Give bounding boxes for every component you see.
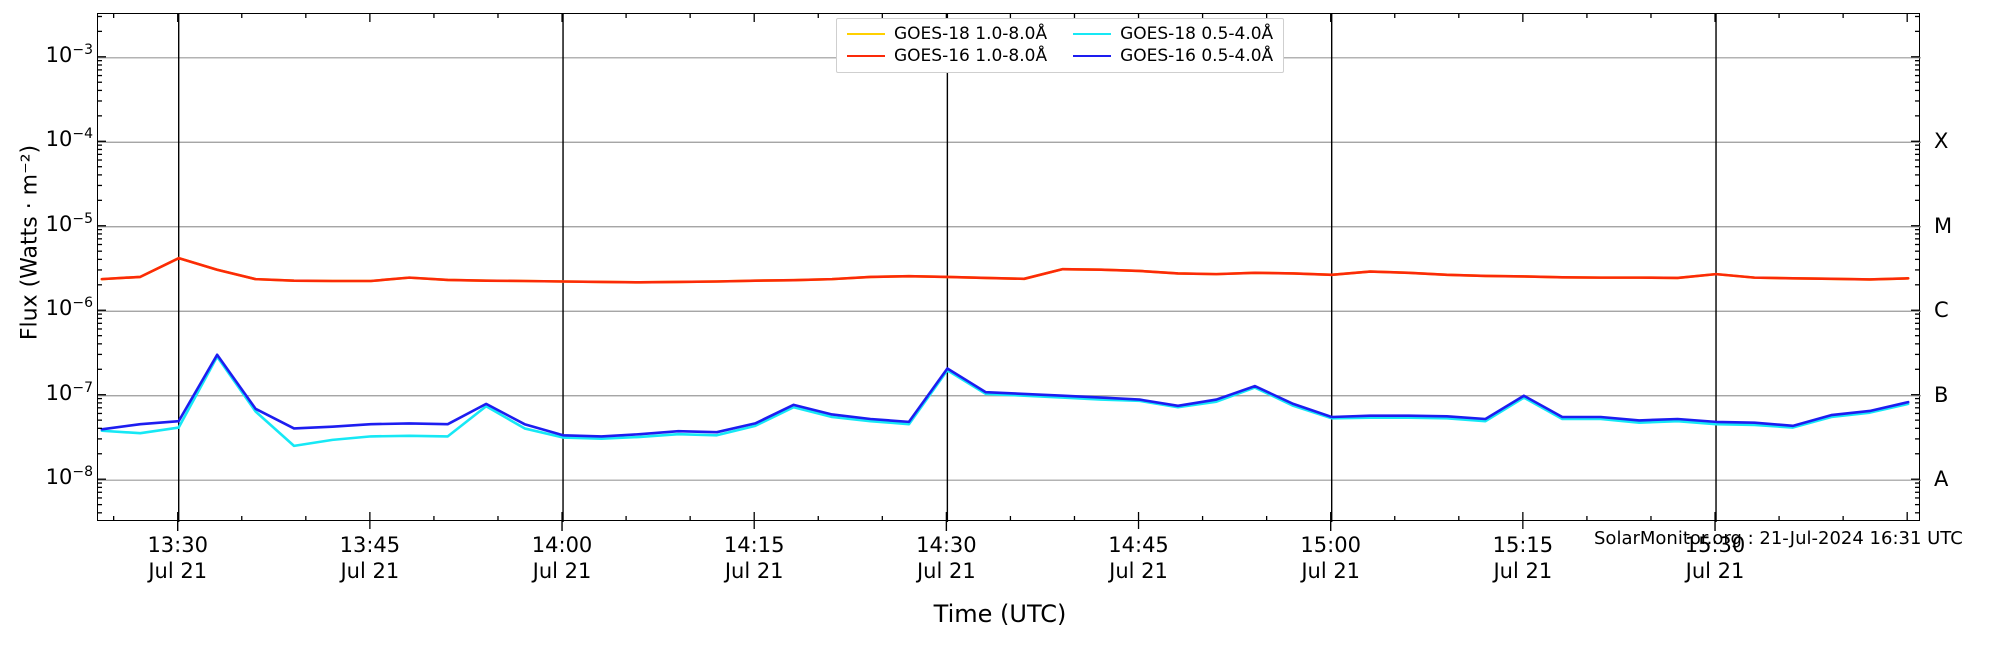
x-axis-tick-label: 15:00 Jul 21 [1300,533,1361,584]
plot-svg [98,14,1921,522]
goes-class-label-b: B [1934,382,1949,407]
x-axis-tick-label: 13:45 Jul 21 [340,533,401,584]
y-axis-tick-labels: 10−3 10−4 10−5 10−6 10−7 10−8 [0,0,93,650]
watermark-credit: SolarMonitor.org : 21-Jul-2024 16:31 UTC [1594,528,1963,549]
y-axis-tick-label: 10−4 [45,126,93,152]
x-tick-time: 14:30 [916,533,977,557]
x-tick-date: Jul 21 [340,558,400,583]
x-tick-time: 14:15 [723,533,785,557]
x-tick-date: Jul 21 [1109,558,1168,583]
x-tick-time: 15:30 [1684,533,1746,557]
x-axis-tick-label: 15:30 Jul 21 [1685,533,1746,584]
x-tick-time: 14:00 [531,533,593,557]
x-tick-time: 15:00 [1300,533,1361,557]
legend-label-goes16-short: GOES-16 0.5-4.0Å [1120,46,1274,66]
x-tick-time: 13:30 [147,533,208,557]
legend-swatch-goes16-short [1073,55,1112,57]
x-tick-date: Jul 21 [148,558,208,583]
legend-item-goes16-long[interactable]: GOES-16 1.0-8.0Å [847,46,1047,66]
y-axis-tick-label: 10−5 [45,210,93,236]
legend-label-goes16-long: GOES-16 1.0-8.0Å [894,46,1048,66]
legend-label-goes18-long: GOES-18 1.0-8.0Å [894,24,1048,44]
legend: GOES-18 1.0-8.0Å GOES-18 0.5-4.0Å GOES-1… [836,18,1285,73]
goes-class-label-m: M [1934,213,1953,238]
goes-class-label-a: A [1934,467,1949,492]
goes-class-label-x: X [1934,129,1949,154]
y-axis-tick-label: 10−8 [45,464,93,490]
x-axis-tick-label: 14:30 Jul 21 [916,533,977,584]
series-line [100,355,1910,448]
legend-item-goes18-long[interactable]: GOES-18 1.0-8.0Å [847,24,1047,44]
x-axis-tick-label: 13:30 Jul 21 [147,533,208,584]
x-tick-date: Jul 21 [1685,558,1745,583]
legend-item-goes16-short[interactable]: GOES-16 0.5-4.0Å [1073,46,1273,66]
y-axis-tick-label: 10−7 [45,379,93,405]
series-line [100,353,1910,438]
x-tick-date: Jul 21 [532,558,592,583]
legend-swatch-goes16-long [847,55,885,57]
legend-item-goes18-short[interactable]: GOES-18 0.5-4.0Å [1073,24,1273,44]
x-axis-tick-label: 14:15 Jul 21 [724,533,785,584]
x-tick-time: 14:45 [1108,533,1169,557]
x-tick-date: Jul 21 [724,558,784,583]
legend-label-goes18-short: GOES-18 0.5-4.0Å [1120,24,1274,44]
x-tick-time: 15:15 [1492,533,1554,557]
plot-area [97,13,1921,522]
legend-swatch-goes18-long [847,33,885,35]
x-tick-date: Jul 21 [1493,558,1553,583]
series-line [100,256,1910,284]
y-axis-tick-label: 10−3 [45,41,93,67]
legend-swatch-goes18-short [1073,33,1112,35]
x-tick-time: 13:45 [339,533,401,557]
x-axis-tick-label: 15:15 Jul 21 [1493,533,1554,584]
x-axis-tick-label: 14:00 Jul 21 [532,533,593,584]
x-tick-date: Jul 21 [1301,558,1361,583]
y-axis-tick-label: 10−6 [45,295,93,321]
x-axis-title: Time (UTC) [933,600,1067,628]
goes-class-label-c: C [1934,298,1949,323]
x-axis-tick-label: 14:45 Jul 21 [1108,533,1169,584]
x-tick-date: Jul 21 [916,558,976,583]
